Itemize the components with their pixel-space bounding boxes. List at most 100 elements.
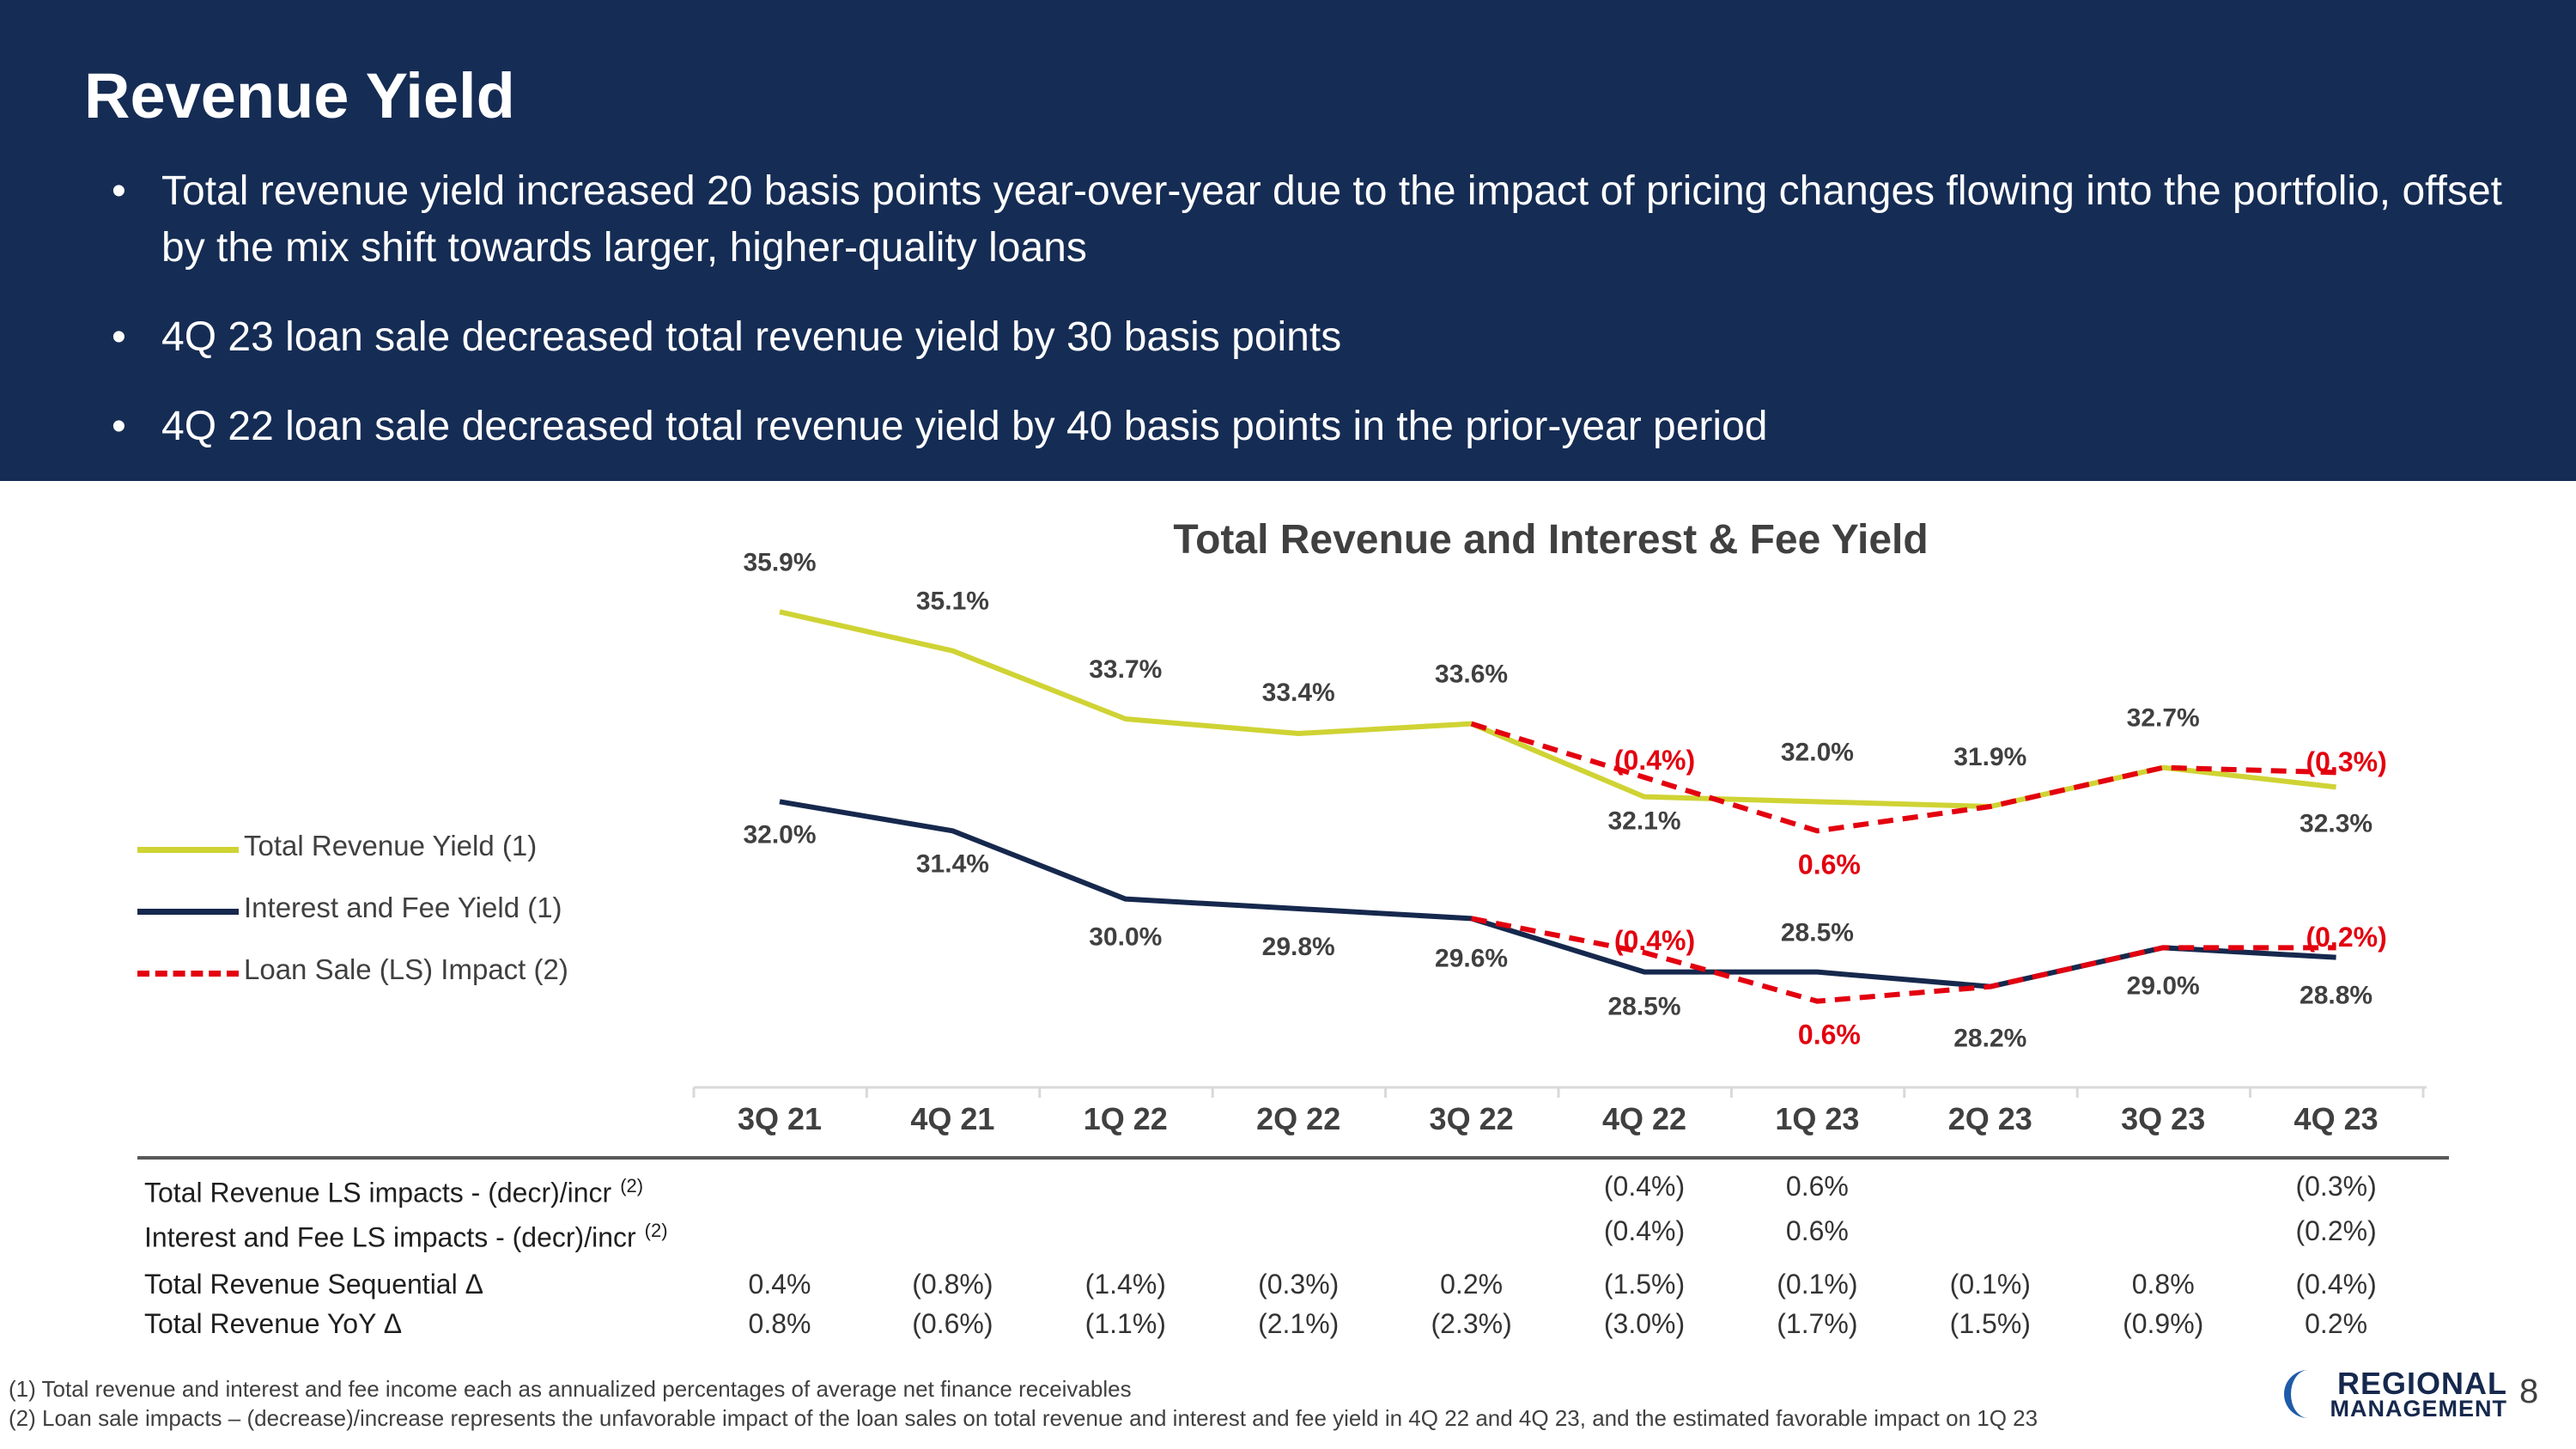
total-revenue-data-label: 31.9% [1953, 743, 2026, 771]
legend-label: Total Revenue Yield (1) [244, 830, 538, 861]
table-cell: (1.1%) [1084, 1308, 1166, 1339]
table-cell: (0.8%) [912, 1269, 993, 1300]
interest-fee-data-label: 29.6% [1435, 944, 1508, 972]
interest-fee-yield-line [779, 799, 2336, 989]
total-revenue-data-label: 32.7% [2127, 704, 2200, 733]
loan-sale-total-revenue-line [1470, 721, 2336, 834]
total-revenue-data-label: 33.7% [1089, 655, 1162, 684]
table-cell: (1.7%) [1777, 1308, 1858, 1339]
table-cell: (2.3%) [1431, 1308, 1512, 1339]
table-cell: 0.4% [748, 1269, 811, 1300]
table-cell: (0.3%) [1258, 1269, 1340, 1300]
row-label-text: Total Revenue LS impacts - (decr)/incr [144, 1177, 612, 1209]
slide-title: Revenue Yield [84, 60, 515, 131]
bullet-item: 4Q 23 loan sale decreased total revenue … [112, 309, 2516, 366]
x-tick-label: 4Q 23 [2294, 1101, 2379, 1136]
interest-fee-data-label: 28.5% [1781, 919, 1854, 947]
table-cell: (3.0%) [1603, 1308, 1686, 1339]
company-logo: REGIONAL MANAGEMENT [2284, 1366, 2507, 1422]
total-revenue-data-label: 32.3% [2300, 809, 2372, 837]
table-cell: (0.1%) [1949, 1269, 2031, 1300]
loan-sale-impact-label: (0.3%) [2306, 746, 2386, 777]
interest-fee-data-label: 29.0% [2127, 971, 2200, 1000]
interest-fee-data-label: 29.8% [1262, 933, 1335, 961]
table-cell: (0.4%) [1603, 1171, 1686, 1202]
interest-fee-data-label: 28.8% [2300, 982, 2372, 1010]
footnotes: (1) Total revenue and interest and fee i… [9, 1374, 2038, 1433]
table-cell: (0.4%) [2295, 1269, 2377, 1300]
row-label: Total Revenue Sequential Δ [144, 1264, 483, 1304]
row-label-footnote-ref: (2) [644, 1220, 668, 1241]
bullet-item: Total revenue yield increased 20 basis p… [112, 163, 2516, 277]
logo-text-bottom: MANAGEMENT [2330, 1396, 2507, 1422]
table-cell: 0.8% [748, 1308, 811, 1339]
x-tick-label: 3Q 21 [738, 1101, 822, 1136]
legend-swatch-total-revenue [137, 847, 239, 853]
table-cell: (0.3%) [2295, 1171, 2377, 1202]
row-label-text: Total Revenue Sequential Δ [144, 1269, 483, 1300]
row-label-text: Total Revenue YoY Δ [144, 1308, 403, 1339]
table-cell: (0.9%) [2123, 1308, 2204, 1339]
loan-sale-impact-label: (0.2%) [2306, 922, 2386, 953]
table-cell: (0.4%) [1603, 1215, 1686, 1246]
interest-fee-data-label: 28.5% [1607, 993, 1680, 1021]
x-tick-label: 4Q 22 [1602, 1101, 1686, 1136]
total-revenue-data-label: 32.1% [1607, 807, 1680, 836]
table-cell: (0.2%) [2295, 1215, 2377, 1246]
row-label: Total Revenue YoY Δ [144, 1304, 402, 1343]
table-cell: 0.2% [2305, 1308, 2368, 1339]
table-cell: (0.1%) [1777, 1269, 1858, 1300]
row-label: Interest and Fee LS impacts - (decr)/inc… [144, 1211, 668, 1257]
total-revenue-data-label: 35.9% [743, 548, 816, 576]
table-cell: 0.2% [1440, 1269, 1504, 1300]
loan-sale-impact-label: (0.4%) [1614, 745, 1695, 776]
logo-text-top: REGIONAL [2336, 1366, 2507, 1401]
interest-fee-data-label: 28.2% [1953, 1025, 2026, 1053]
x-tick-label: 2Q 22 [1256, 1101, 1340, 1136]
table-cell: (2.1%) [1258, 1308, 1340, 1339]
interest-fee-data-label: 30.0% [1089, 923, 1162, 952]
legend-swatch-interest-fee [137, 909, 239, 915]
row-label: Total Revenue LS impacts - (decr)/incr (2… [144, 1166, 643, 1213]
row-label-text: Interest and Fee LS impacts - (decr)/inc… [144, 1221, 636, 1253]
x-tick-label: 3Q 22 [1430, 1101, 1514, 1136]
table-cell: (0.6%) [912, 1308, 993, 1339]
table-cell: 0.6% [1785, 1215, 1849, 1246]
total-revenue-data-label: 32.0% [1781, 738, 1854, 766]
table-cell: (1.5%) [1603, 1269, 1686, 1300]
total-revenue-data-label: 33.4% [1262, 679, 1335, 707]
total-revenue-data-label: 33.6% [1435, 661, 1508, 689]
legend-label: Loan Sale (LS) Impact (2) [244, 953, 568, 985]
bullet-list: Total revenue yield increased 20 basis p… [112, 163, 2516, 488]
x-tick-label: 3Q 23 [2121, 1101, 2205, 1136]
total-revenue-yield-line [779, 609, 2336, 809]
footnote-1: (1) Total revenue and interest and fee i… [9, 1376, 1132, 1402]
total-revenue-data-label: 35.1% [916, 588, 989, 616]
loan-sale-impact-label: 0.6% [1798, 1020, 1861, 1050]
x-tick-label: 2Q 23 [1948, 1101, 2032, 1136]
table-cell: (1.4%) [1084, 1269, 1166, 1300]
footnote-2: (2) Loan sale impacts – (decrease)/incre… [9, 1405, 2038, 1431]
legend-swatch-loan-sale [137, 971, 239, 977]
table-row: Total Revenue Sequential Δ 0.4% (0.8%) (1.4… [0, 1264, 2576, 1304]
loan-sale-impact-label: 0.6% [1798, 849, 1861, 880]
table-cell: 0.6% [1785, 1171, 1849, 1202]
legend-label: Interest and Fee Yield (1) [244, 892, 562, 923]
table-cell: (1.5%) [1949, 1308, 2031, 1339]
chart-title: Total Revenue and Interest & Fee Yield [1173, 517, 1929, 563]
loan-sale-interest-fee-line [1471, 916, 2336, 1004]
bullet-item: 4Q 22 loan sale decreased total revenue … [112, 399, 2516, 455]
table-cell: 0.8% [2131, 1269, 2195, 1300]
logo-swoosh-icon [2284, 1370, 2325, 1418]
table-row: Total Revenue YoY Δ 0.8% (0.6%) (1.1%) (2.1%… [0, 1304, 2576, 1343]
x-tick-label: 4Q 21 [910, 1101, 994, 1136]
row-label-footnote-ref: (2) [620, 1175, 644, 1196]
x-tick-label: 1Q 22 [1084, 1101, 1168, 1136]
interest-fee-data-label: 31.4% [916, 849, 989, 878]
table-row: Total Revenue LS impacts - (decr)/incr (2… [0, 1166, 2576, 1209]
page-number: 8 [2519, 1373, 2539, 1410]
table-row: Interest and Fee LS impacts - (decr)/inc… [0, 1211, 2576, 1253]
x-tick-label: 1Q 23 [1775, 1101, 1859, 1136]
loan-sale-impact-label: (0.4%) [1614, 925, 1695, 956]
